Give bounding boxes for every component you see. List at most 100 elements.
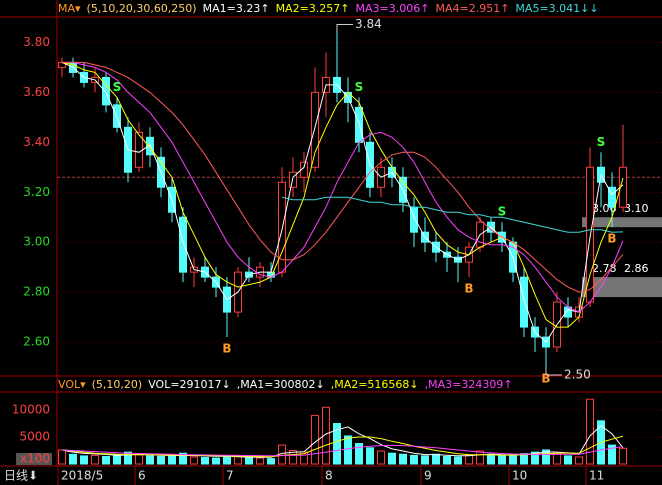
signal-label: B — [222, 342, 231, 356]
volume-bar — [377, 450, 385, 465]
volume-bar — [245, 457, 253, 465]
ma-header: MA▾ (5,10,20,30,60,250) MA1=3.23↑ MA2=3.257… — [58, 1, 599, 17]
volume-bar — [465, 454, 473, 465]
volume-bar — [355, 442, 363, 465]
volume-bar — [267, 458, 275, 465]
legend-entry: ,MA1=300802↓ — [236, 378, 325, 391]
volume-bar — [289, 450, 297, 465]
y-tick-label: 3.20 — [23, 185, 50, 199]
volume-bar — [223, 455, 231, 465]
legend-entry: MA4=2.951↑ — [435, 2, 510, 15]
volume-bar — [344, 435, 352, 465]
volume-bar — [91, 454, 99, 465]
x-tick-label: 7 — [226, 469, 234, 483]
y-tick-label: 3.40 — [23, 135, 50, 149]
volume-bar — [179, 452, 187, 465]
ma-line — [61, 444, 624, 457]
header-item: (5,10,20) — [91, 378, 143, 391]
ma-line — [62, 61, 624, 313]
x-tick-label: 8 — [325, 469, 333, 483]
volume-bar — [564, 455, 572, 465]
y-tick-label: 2.80 — [23, 285, 50, 299]
volume-bar — [58, 449, 66, 465]
volume-bar — [157, 455, 165, 465]
x-tick-label: 11 — [589, 469, 604, 483]
legend-entry: ,MA3=324309↑ — [424, 378, 513, 391]
volume-bar — [454, 456, 462, 465]
volume-bar — [311, 414, 319, 465]
signal-label: S — [355, 80, 364, 94]
signal-label: S — [498, 205, 507, 219]
zone-label: 3.10 — [624, 202, 649, 215]
legend-entry: MA2=3.257↑ — [275, 2, 350, 15]
candle-body — [102, 76, 110, 106]
legend-entry: ,MA2=516568↓ — [330, 378, 419, 391]
x-tick-label: 6 — [138, 469, 146, 483]
candle-body — [311, 91, 319, 168]
volume-bar — [146, 455, 154, 465]
volume-bar — [333, 423, 341, 465]
volume-bar — [443, 455, 451, 465]
volume-bar — [366, 447, 374, 465]
volume-bar — [509, 454, 517, 465]
candle-body — [179, 216, 187, 273]
volume-bar — [80, 455, 88, 465]
volume-bar — [432, 453, 440, 465]
volume-bar — [212, 457, 220, 465]
legend-entry: MA1=3.23↑ — [202, 2, 270, 15]
volume-bar — [399, 453, 407, 465]
volume-bar — [410, 454, 418, 465]
candle-body — [608, 186, 616, 208]
y-tick-label: 3.00 — [23, 235, 50, 249]
ma-line — [61, 61, 624, 328]
price-zone — [582, 217, 662, 228]
volume-bar — [608, 444, 616, 465]
unit-box — [16, 453, 52, 465]
volume-bar — [190, 456, 198, 465]
y-tick-label: 5000 — [19, 430, 50, 444]
y-tick-label: 3.80 — [23, 35, 50, 49]
volume-bar — [586, 398, 594, 465]
volume-bar — [487, 453, 495, 465]
signal-label: S — [113, 80, 122, 94]
header-item: VOL▾ — [58, 378, 86, 391]
legend-entry: VOL=291017↓ — [148, 378, 231, 391]
volume-bar — [256, 457, 264, 465]
volume-bar — [201, 457, 209, 465]
volume-bar — [531, 451, 539, 465]
volume-bar — [135, 453, 143, 465]
volume-bar — [498, 455, 506, 465]
candle-body — [355, 106, 363, 143]
candle-body — [619, 166, 627, 208]
volume-bar — [102, 455, 110, 465]
ma-line — [61, 61, 624, 343]
candle-body — [300, 161, 308, 178]
volume-bar — [421, 455, 429, 465]
volume-bar — [69, 453, 77, 465]
y-tick-label: 3.60 — [23, 85, 50, 99]
volume-bar — [476, 450, 484, 465]
period-label: 日线⬇ — [4, 469, 38, 483]
volume-bar — [542, 449, 550, 465]
candle-body — [289, 171, 297, 188]
signal-label: S — [597, 135, 606, 149]
y-tick-label: 2.60 — [23, 335, 50, 349]
x-tick-label: 10 — [512, 469, 527, 483]
volume-bar — [520, 453, 528, 465]
y-tick-label: 10000 — [12, 403, 50, 417]
unit-label: x100 — [20, 452, 50, 466]
extreme-label: 2.50 — [564, 368, 591, 382]
signal-label: B — [607, 232, 616, 246]
volume-bar — [575, 456, 583, 465]
volume-bar — [388, 452, 396, 465]
extreme-pointer — [545, 367, 562, 376]
ma-line — [281, 196, 624, 233]
extreme-pointer — [336, 23, 353, 33]
legend-entry: MA5=3.041↓↓ — [515, 2, 599, 15]
zone-label: 2.86 — [624, 262, 649, 275]
header-item: (5,10,20,30,60,250) — [86, 2, 197, 15]
x-tick-label: 9 — [424, 469, 432, 483]
